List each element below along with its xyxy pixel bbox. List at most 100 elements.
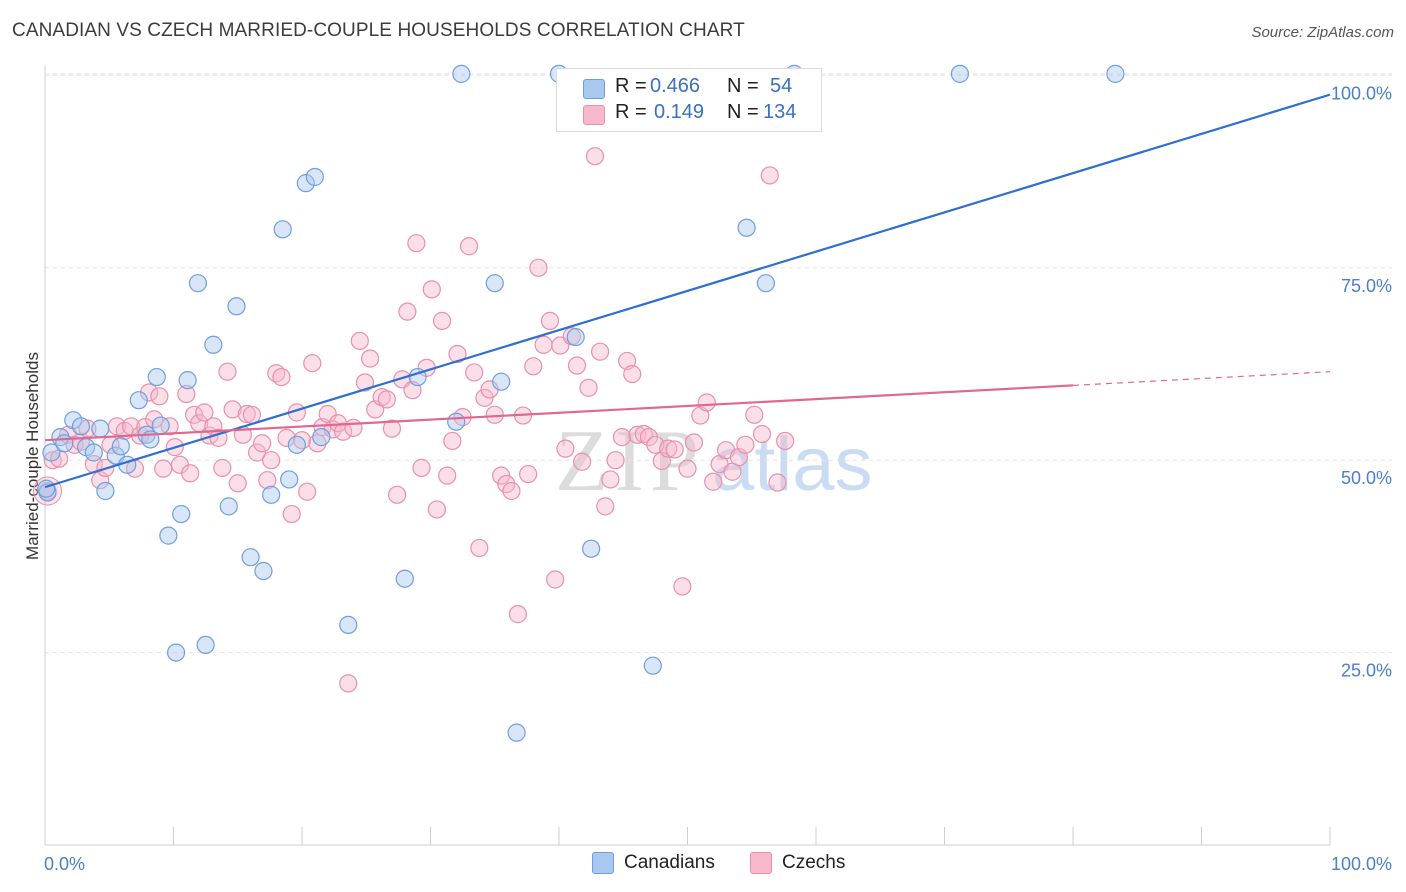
- canadian-point: [204, 335, 223, 354]
- czech-point: [612, 428, 632, 447]
- czech-point: [534, 335, 553, 354]
- canadian-point: [287, 435, 306, 454]
- czech-point: [697, 393, 716, 412]
- czech-point: [508, 605, 527, 624]
- canadian-point: [566, 327, 585, 347]
- canadian-point: [254, 561, 273, 581]
- czech-point: [247, 443, 267, 462]
- czech-point: [223, 400, 242, 419]
- canadian-point: [280, 470, 299, 489]
- canadian-point: [71, 417, 91, 436]
- czech-point: [492, 466, 511, 485]
- czech-point: [448, 344, 467, 364]
- legend-r-value: 0.149: [654, 101, 705, 123]
- canadian-point: [111, 437, 130, 456]
- czech-point: [195, 403, 214, 422]
- czechs-trend-line: [44, 384, 1074, 442]
- czech-point: [43, 451, 62, 470]
- czech-point: [502, 481, 521, 501]
- canadian-point: [273, 220, 292, 239]
- czech-point: [339, 674, 358, 693]
- czech-point: [432, 311, 452, 330]
- canadians-trend-line: [44, 93, 1331, 489]
- canadians-points: [37, 64, 1125, 742]
- czech-point: [242, 405, 261, 424]
- czech-point: [272, 367, 291, 387]
- y-tick-labels: 25.0% 50.0% 75.0% 100.0%: [1331, 83, 1392, 680]
- y-tick-label: 100.0%: [1331, 83, 1392, 103]
- czech-point: [139, 383, 159, 402]
- canadian-point: [447, 412, 466, 431]
- czech-point: [181, 464, 200, 483]
- canadian-point: [227, 297, 246, 316]
- czech-point: [298, 482, 317, 501]
- trend-lines: [44, 93, 1331, 489]
- czech-point: [355, 373, 375, 392]
- canadian-point: [188, 274, 208, 293]
- canadian-point: [262, 485, 281, 504]
- czech-point: [465, 363, 484, 382]
- watermark: ZIP atlas: [555, 413, 873, 510]
- czech-point: [524, 357, 543, 376]
- czech-point: [228, 474, 247, 493]
- czech-point: [623, 364, 642, 384]
- czech-point: [258, 471, 277, 490]
- legend-n-label: N =: [727, 101, 759, 123]
- legend-n-value: 54: [770, 75, 793, 97]
- canadian-point: [507, 723, 526, 742]
- canadian-point: [96, 481, 115, 501]
- czech-point: [398, 302, 417, 321]
- czech-point: [628, 425, 647, 444]
- canadian-point: [129, 391, 148, 410]
- czech-point: [407, 234, 426, 253]
- czech-point: [596, 497, 615, 516]
- bottom-legend-swatch-czechs: [750, 852, 772, 874]
- canadian-point: [241, 548, 260, 567]
- legend-swatch-czechs: [583, 105, 605, 125]
- czech-point: [344, 418, 363, 437]
- czech-point: [485, 405, 504, 424]
- czech-point: [361, 349, 380, 368]
- canadian-point: [84, 443, 103, 462]
- czech-point: [567, 356, 587, 375]
- stats-legend: R = 0.466 N = 54 R = 0.149 N = 134: [556, 68, 822, 132]
- czech-point: [422, 280, 441, 299]
- canadian-point: [737, 218, 756, 237]
- czech-point: [540, 311, 560, 330]
- czech-point: [591, 342, 610, 361]
- czech-point: [382, 419, 402, 438]
- x-tick-label-100: 100.0%: [1331, 854, 1392, 874]
- czech-point: [237, 404, 256, 424]
- czech-point: [277, 428, 296, 447]
- czech-point: [659, 439, 678, 458]
- czech-point: [704, 472, 723, 491]
- czech-point: [377, 390, 396, 409]
- czech-point: [585, 147, 605, 166]
- czech-point: [177, 384, 196, 404]
- x-tick-label-0: 0.0%: [44, 854, 85, 874]
- czech-point: [760, 166, 779, 185]
- czech-point: [475, 388, 494, 407]
- czech-point: [634, 424, 653, 444]
- czech-point: [154, 459, 173, 478]
- czech-point: [350, 331, 369, 351]
- canadian-point: [1106, 64, 1125, 83]
- czech-point: [282, 504, 301, 524]
- canadian-point: [296, 174, 315, 193]
- czech-point: [752, 424, 772, 444]
- canadian-point: [643, 656, 662, 675]
- czech-point: [579, 378, 598, 397]
- chart-title: CANADIAN VS CZECH MARRIED-COUPLE HOUSEHO…: [12, 20, 745, 41]
- czech-point: [443, 431, 462, 451]
- legend-r-label: R =: [615, 75, 647, 97]
- czech-point: [387, 485, 407, 504]
- legend-row-canadians: R = 0.466 N = 54: [557, 75, 821, 101]
- canadian-point: [395, 569, 414, 588]
- y-tick-label: 75.0%: [1341, 276, 1392, 296]
- canadian-point: [159, 526, 178, 545]
- czech-point: [673, 577, 692, 596]
- bottom-legend-canadians: Canadians: [592, 852, 732, 878]
- canadian-point: [305, 167, 324, 187]
- bottom-legend-czechs: Czechs: [750, 852, 870, 878]
- czech-point: [412, 458, 431, 477]
